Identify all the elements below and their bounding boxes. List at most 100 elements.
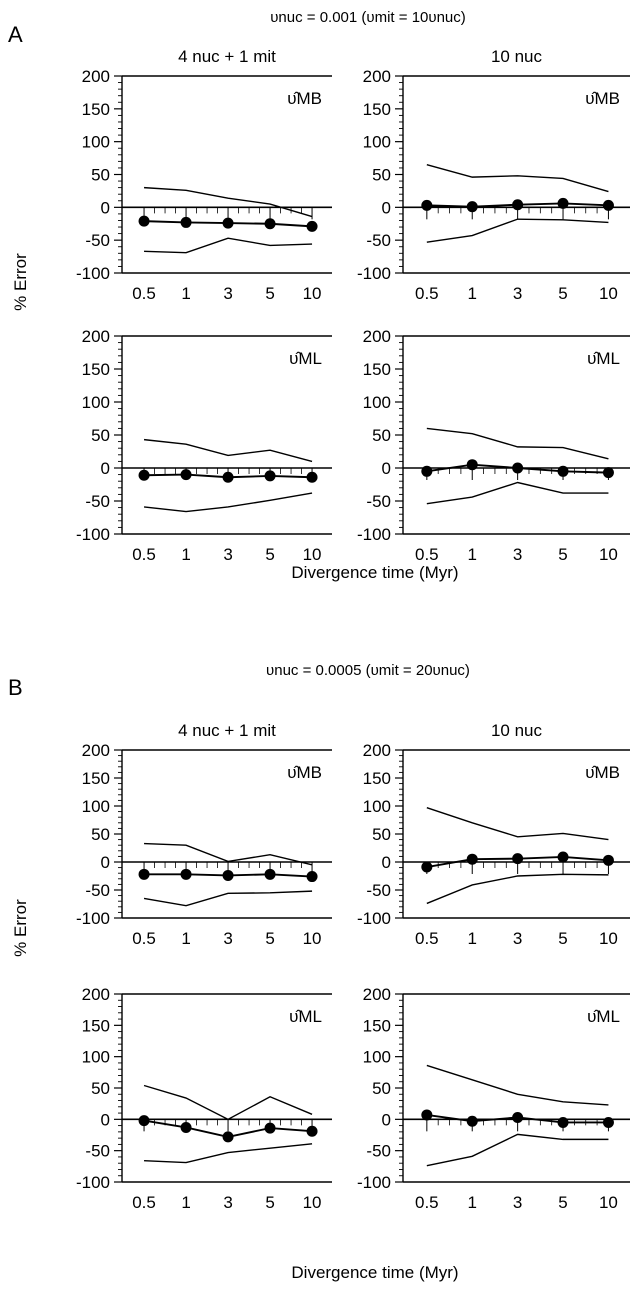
mean-point <box>222 471 234 483</box>
y-tick-label: 150 <box>363 100 391 119</box>
x-tick-label: 5 <box>558 1193 567 1212</box>
figure-b-letter: B <box>8 675 23 700</box>
x-tick-label: 10 <box>303 284 322 303</box>
column-title: 4 nuc + 1 mit <box>178 47 276 66</box>
y-tick-label: 200 <box>82 985 110 1004</box>
series-upper-line <box>426 807 609 841</box>
mean-point <box>138 215 150 227</box>
mean-point <box>512 462 524 474</box>
mean-point <box>466 201 478 213</box>
mean-point <box>180 216 192 228</box>
y-tick-label: 200 <box>82 67 110 86</box>
mean-point <box>306 220 318 232</box>
series-upper-line <box>144 842 313 866</box>
y-tick-label: 200 <box>363 985 391 1004</box>
y-tick-label: 150 <box>363 769 391 788</box>
figure-b-xlabel: Divergence time (Myr) <box>291 1263 458 1282</box>
series-lower-line <box>144 1143 313 1164</box>
x-tick-label: 1 <box>181 929 190 948</box>
mean-point <box>222 869 234 881</box>
y-tick-label: -50 <box>85 231 110 250</box>
x-tick-label: 10 <box>303 929 322 948</box>
y-tick-label: 200 <box>363 327 391 346</box>
mean-point <box>466 459 478 471</box>
mean-point <box>602 854 614 866</box>
y-tick-label: -50 <box>366 231 391 250</box>
mean-point <box>138 469 150 481</box>
x-tick-label: 5 <box>558 929 567 948</box>
y-tick-label: 150 <box>363 1016 391 1035</box>
x-tick-label: 3 <box>223 1193 232 1212</box>
x-tick-label: 1 <box>181 545 190 564</box>
y-tick-label: 50 <box>372 1079 391 1098</box>
figure-a-xlabel: Divergence time (Myr) <box>291 563 458 582</box>
y-tick-label: 100 <box>363 133 391 152</box>
x-tick-label: 10 <box>599 545 618 564</box>
y-tick-label: 100 <box>363 393 391 412</box>
estimator-label: υ̂MB <box>585 89 620 108</box>
mean-point <box>180 1121 192 1133</box>
mean-point <box>264 868 276 880</box>
series-lower-line <box>426 1133 609 1167</box>
y-tick-label: -50 <box>85 492 110 511</box>
mean-point <box>306 871 318 883</box>
y-tick-label: 100 <box>363 797 391 816</box>
estimator-label: υ̂ML <box>587 349 620 368</box>
y-tick-label: 0 <box>101 853 110 872</box>
mean-point <box>466 1115 478 1127</box>
series-upper-line <box>426 163 609 193</box>
column-title: 10 nuc <box>491 721 543 740</box>
estimator-label: υ̂ML <box>289 1007 322 1026</box>
mean-point <box>138 868 150 880</box>
panel-4: -100 -50 0 50 100 150 200 0.5 1 3 5 10 υ̂ML <box>357 327 630 564</box>
x-tick-label: 3 <box>223 284 232 303</box>
estimator-label: υ̂MB <box>287 763 322 782</box>
x-tick-label: 5 <box>558 284 567 303</box>
x-tick-label: 1 <box>468 545 477 564</box>
x-tick-label: 1 <box>468 284 477 303</box>
mean-point <box>264 218 276 230</box>
y-tick-label: 150 <box>82 100 110 119</box>
x-tick-label: 10 <box>303 1193 322 1212</box>
series-lower-line <box>426 873 609 905</box>
y-tick-label: 150 <box>363 360 391 379</box>
x-tick-label: 5 <box>558 545 567 564</box>
y-tick-label: 0 <box>101 198 110 217</box>
panel-3: -100 -50 0 50 100 150 200 0.5 1 3 5 10 υ̂ML <box>76 327 332 564</box>
column-title: 10 nuc <box>491 47 543 66</box>
y-tick-label: 100 <box>82 393 110 412</box>
y-tick-label: 200 <box>82 327 110 346</box>
y-tick-label: 0 <box>382 1110 391 1129</box>
x-tick-label: 3 <box>223 545 232 564</box>
x-tick-label: 3 <box>513 284 522 303</box>
panel-7: -100 -50 0 50 100 150 200 0.5 1 3 5 10 υ̂ML <box>76 985 332 1212</box>
panel-1: -100 -50 0 50 100 150 200 0.5 1 3 5 10 υ̂MB 4 nuc + 1… <box>76 47 332 303</box>
y-tick-label: 0 <box>101 459 110 478</box>
mean-point <box>557 197 569 209</box>
figure-b-condition: υnuc = 0.0005 (υmit = 20υnuc) <box>266 662 470 679</box>
series-upper-line <box>143 1084 313 1121</box>
x-tick-label: 1 <box>181 1193 190 1212</box>
y-tick-label: 150 <box>82 360 110 379</box>
mean-point <box>264 1122 276 1134</box>
mean-point <box>264 470 276 482</box>
y-tick-label: 100 <box>363 1048 391 1067</box>
mean-point <box>602 199 614 211</box>
mean-point <box>421 861 433 873</box>
y-tick-label: -50 <box>366 1142 391 1161</box>
mean-point <box>222 1131 234 1143</box>
y-tick-label: 100 <box>82 133 110 152</box>
x-tick-label: 10 <box>599 1193 618 1212</box>
panel-6: -100 -50 0 50 100 150 200 0.5 1 3 5 10 υ̂MB 10 nuc <box>357 721 630 948</box>
y-tick-label: -100 <box>76 264 110 283</box>
estimator-label: υ̂MB <box>287 89 322 108</box>
series-upper-line <box>143 438 313 463</box>
series-lower-line <box>143 492 313 513</box>
y-tick-label: 200 <box>363 67 391 86</box>
mean-point <box>512 199 524 211</box>
x-tick-label: 10 <box>599 929 618 948</box>
y-tick-label: 200 <box>82 741 110 760</box>
series-lower-line <box>426 218 609 243</box>
